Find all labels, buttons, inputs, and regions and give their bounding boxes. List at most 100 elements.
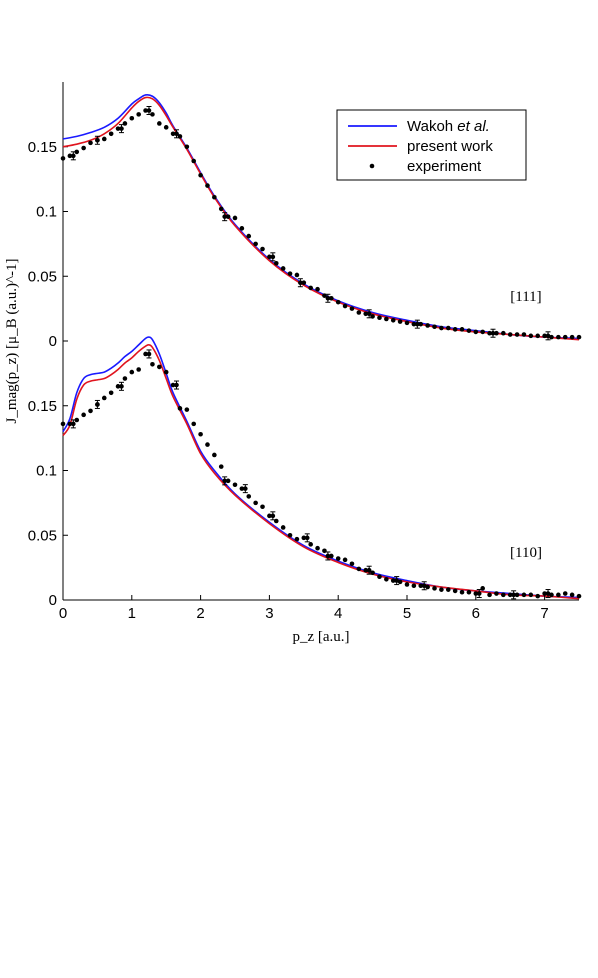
data-point [325, 553, 331, 559]
data-point [253, 241, 258, 247]
x-tick-label: 0 [59, 605, 67, 622]
data-point [74, 149, 80, 155]
data-point [459, 327, 465, 332]
plot-root: 0 0.05 0.1 0.15 [111] 0 0.05 0.1 0.15 [110] 0 1 2 3 4 5… [4, 82, 582, 645]
data-point [143, 108, 148, 113]
data-point [315, 286, 320, 292]
data-point [191, 421, 197, 427]
data-point [404, 582, 410, 587]
data-point [177, 406, 183, 411]
data-point [569, 592, 575, 598]
data-point [439, 587, 444, 592]
data-point [545, 591, 551, 596]
data-point [222, 214, 227, 219]
data-point [329, 295, 334, 301]
data-point [466, 589, 472, 595]
error-bar [118, 124, 124, 134]
data-point [184, 407, 190, 412]
error-bar [366, 565, 372, 575]
data-point [74, 417, 80, 423]
data-point [301, 535, 307, 541]
y-tick-label: 0 [49, 333, 57, 350]
data-point [260, 246, 265, 252]
data-point [119, 384, 124, 389]
data-point [425, 323, 430, 328]
y-tick-label: 0 [49, 592, 57, 609]
error-bar [146, 349, 152, 359]
data-point [267, 254, 272, 260]
data-point [170, 382, 176, 388]
data-point [101, 136, 107, 142]
data-point [528, 592, 534, 598]
data-point [81, 145, 86, 151]
error-bar [545, 331, 551, 341]
data-point [294, 536, 300, 542]
data-point [542, 333, 547, 339]
data-point [298, 280, 303, 286]
data-point [95, 402, 100, 407]
error-bar [222, 476, 228, 486]
data-point [490, 330, 496, 336]
data-point [363, 567, 369, 573]
data-point [246, 494, 252, 499]
data-point [71, 421, 76, 427]
data-point [88, 408, 93, 414]
data-point [60, 156, 66, 161]
data-point [556, 334, 561, 340]
data-point [81, 412, 86, 418]
data-point [270, 513, 276, 519]
data-point [569, 334, 575, 340]
y-axis-label: J_mag(p_z) [μ_B (a.u.)^-1] [4, 258, 20, 423]
data-point [415, 321, 420, 327]
data-point [514, 332, 520, 337]
x-tick-label: 1 [128, 605, 136, 622]
data-point [494, 330, 499, 336]
error-bar [94, 399, 100, 409]
error-bar [490, 328, 496, 338]
data-point [418, 583, 424, 589]
data-point [67, 421, 73, 427]
data-point [476, 591, 482, 596]
error-bar [304, 533, 310, 543]
data-point [335, 299, 341, 305]
x-tick-label: 6 [472, 605, 480, 622]
legend-swatch [369, 163, 375, 169]
error-bar [118, 381, 124, 391]
error-bar [476, 589, 482, 599]
data-point [301, 280, 307, 286]
data-point [363, 311, 369, 317]
data-point [394, 578, 399, 583]
data-point [136, 112, 141, 117]
data-point [308, 542, 313, 547]
data-point [157, 364, 162, 370]
data-point [163, 369, 169, 375]
data-point [452, 327, 458, 332]
experiment-points [60, 105, 582, 341]
data-point [253, 500, 258, 506]
data-point [146, 351, 152, 357]
data-point [129, 115, 135, 121]
data-point [122, 376, 128, 381]
data-point [205, 442, 210, 447]
data-point [205, 183, 210, 188]
error-bar [545, 589, 551, 599]
error-bar [366, 309, 372, 319]
data-point [556, 592, 561, 598]
x-tick-label: 3 [265, 605, 273, 622]
error-bar [325, 551, 331, 561]
legend-box [336, 109, 527, 181]
data-point [366, 311, 372, 317]
y-tick-label: 0.05 [28, 268, 57, 285]
y-tick-label: 0.15 [28, 139, 57, 156]
data-point [115, 384, 121, 389]
data-point [280, 266, 286, 271]
error-bar [325, 293, 331, 303]
data-point [473, 329, 479, 335]
data-point [308, 285, 313, 291]
data-point [108, 131, 114, 137]
data-point [170, 131, 176, 137]
error-bar [94, 135, 100, 145]
data-point [60, 421, 66, 427]
error-bar [174, 380, 180, 390]
data-point [480, 329, 485, 335]
